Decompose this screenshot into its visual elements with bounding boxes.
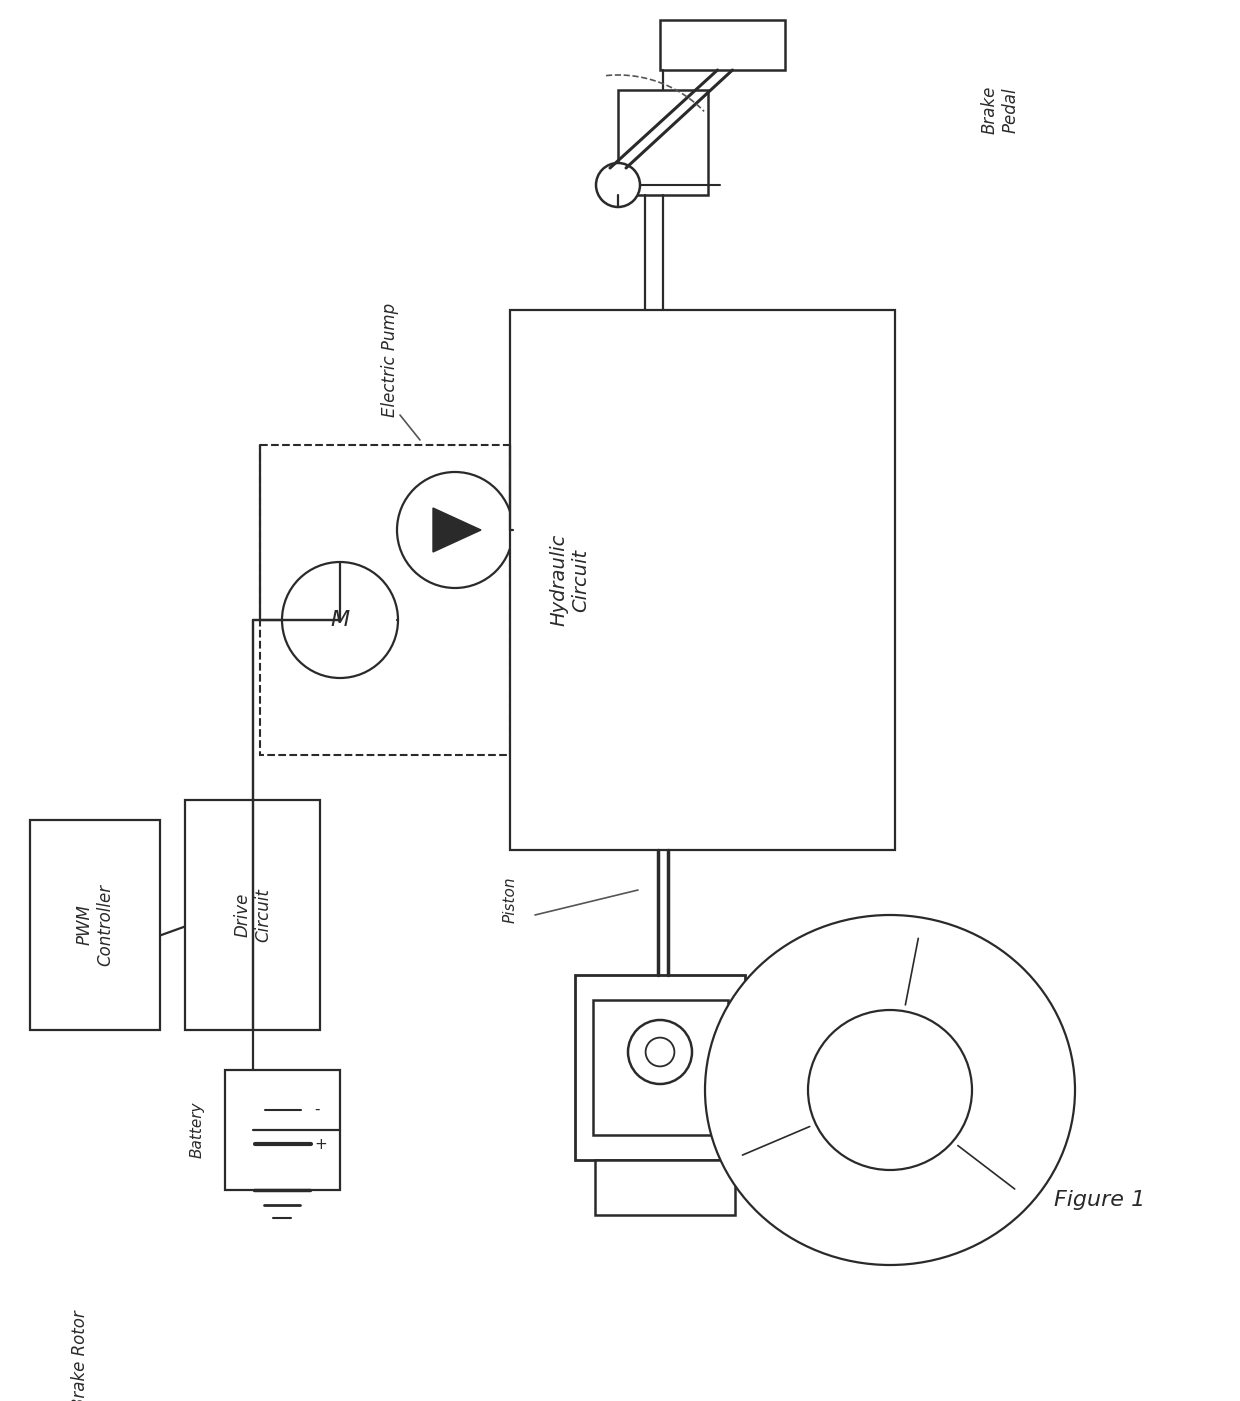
Polygon shape xyxy=(433,509,481,552)
Bar xyxy=(593,1000,728,1135)
Text: Brake
Pedal: Brake Pedal xyxy=(981,85,1019,134)
Text: Figure 1: Figure 1 xyxy=(1054,1189,1146,1210)
Circle shape xyxy=(627,1020,692,1084)
Bar xyxy=(224,1070,340,1189)
Bar xyxy=(575,975,745,1160)
Bar xyxy=(260,446,510,755)
Text: Brake Rotor: Brake Rotor xyxy=(71,1310,89,1401)
Circle shape xyxy=(596,163,640,207)
Bar xyxy=(618,90,708,195)
Bar xyxy=(30,820,160,1030)
Text: Electric Pump: Electric Pump xyxy=(381,303,399,417)
Text: M: M xyxy=(330,609,350,630)
Text: +: + xyxy=(315,1136,327,1152)
Ellipse shape xyxy=(706,915,1075,1265)
Bar xyxy=(510,310,895,850)
Circle shape xyxy=(281,562,398,678)
Text: -: - xyxy=(315,1103,320,1117)
Bar xyxy=(185,800,320,1030)
Text: PWM
Controller: PWM Controller xyxy=(76,884,114,967)
Text: Battery: Battery xyxy=(190,1101,205,1159)
Circle shape xyxy=(646,1038,675,1066)
Text: Drive
Circuit: Drive Circuit xyxy=(233,888,272,941)
Ellipse shape xyxy=(808,1010,972,1170)
Circle shape xyxy=(397,472,513,588)
Bar xyxy=(595,1160,735,1215)
Text: Hydraulic
Circuit: Hydraulic Circuit xyxy=(549,534,590,626)
Text: Piston: Piston xyxy=(502,877,517,923)
Bar xyxy=(660,20,785,70)
